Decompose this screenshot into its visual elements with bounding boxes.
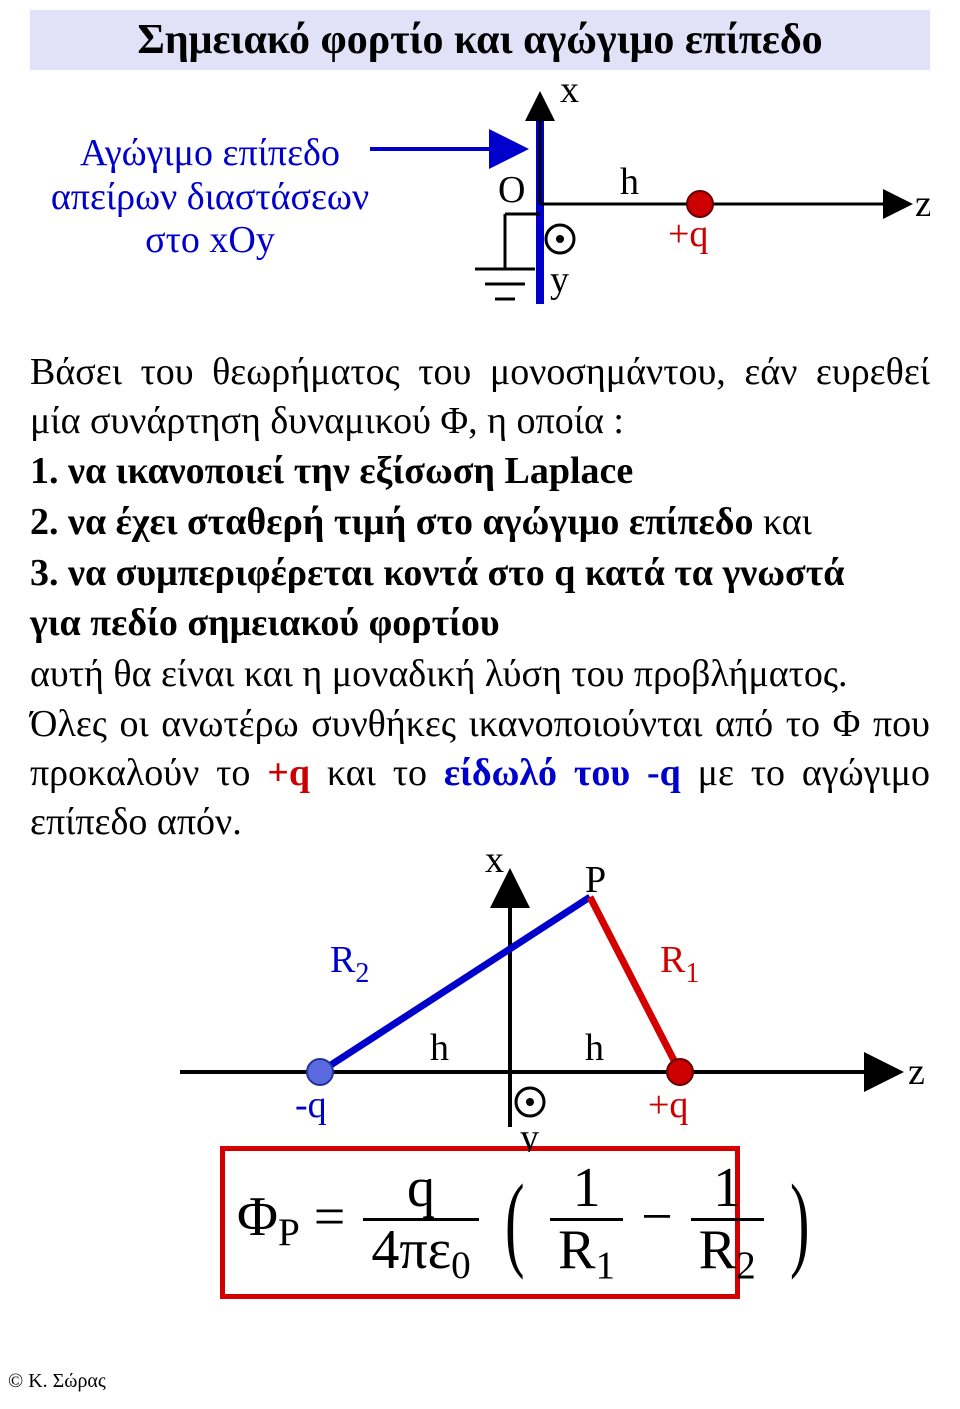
frac1-den-sub: 0 bbox=[451, 1244, 471, 1287]
frac-1-R2: 1 R2 bbox=[691, 1159, 764, 1286]
frac1-den-a: 4πε bbox=[371, 1219, 451, 1281]
frac-q-4pe0: q 4πε0 bbox=[363, 1159, 478, 1286]
fig1-z-label: z bbox=[915, 183, 930, 225]
figure-1-svg: x z O y h +q bbox=[30, 74, 930, 344]
item-3b: για πεδίο σημειακού φορτίου bbox=[30, 599, 930, 648]
rparen: ) bbox=[790, 1175, 809, 1271]
frac3-den-sub: 2 bbox=[736, 1244, 756, 1287]
frac3-den: R2 bbox=[691, 1221, 764, 1286]
item-3a: 3. να συμπεριφέρεται κοντά στο q κατά τα… bbox=[30, 549, 930, 598]
fig2-h-right: h bbox=[585, 1027, 604, 1069]
fig1-q-label: +q bbox=[668, 213, 708, 255]
figure-2-svg: x z P R2 R1 h h y -q +q bbox=[30, 842, 930, 1152]
frac2-num: 1 bbox=[550, 1159, 623, 1221]
para2-q: +q bbox=[267, 752, 310, 794]
fig2-z-label: z bbox=[908, 1051, 925, 1093]
fig2-R2-label: R2 bbox=[330, 939, 369, 989]
equals: = bbox=[314, 1186, 360, 1248]
figure-1: Αγώγιμο επίπεδο απείρων διαστάσεων στο x… bbox=[30, 74, 930, 344]
fig2-minus-q: -q bbox=[295, 1084, 327, 1126]
page-title: Σημειακό φορτίο και αγώγιμο επίπεδο bbox=[30, 10, 930, 70]
item-1: 1. να ικανοποιεί την εξίσωση Laplace bbox=[30, 450, 633, 492]
page: Σημειακό φορτίο και αγώγιμο επίπεδο Αγώγ… bbox=[0, 0, 960, 1409]
formula-box: ΦP = q 4πε0 ( 1 R1 − 1 R2 bbox=[220, 1146, 740, 1299]
item-2a: 2. να έχει σταθερή τιμή στο αγώγιμο επίπ… bbox=[30, 501, 753, 543]
fig1-O-label: O bbox=[498, 169, 525, 211]
frac2-den: R1 bbox=[550, 1221, 623, 1286]
frac3-den-a: R bbox=[699, 1219, 736, 1281]
fig2-y-label: y bbox=[520, 1117, 539, 1152]
frac2-den-a: R bbox=[558, 1219, 595, 1281]
fig1-y-label: y bbox=[550, 259, 569, 301]
fig1-h-label: h bbox=[620, 161, 639, 203]
frac-1-R1: 1 R1 bbox=[550, 1159, 623, 1286]
copyright: © Κ. Σώρας bbox=[8, 1370, 106, 1393]
para-2: Όλες οι ανωτέρω συνθήκες ικανοποιούνται … bbox=[30, 700, 930, 846]
fig2-R1-label: R1 bbox=[660, 939, 699, 989]
lparen: ( bbox=[505, 1175, 524, 1271]
body-text: Βάσει του θεωρήματος του μονοσημάντου, ε… bbox=[30, 348, 930, 846]
fig2-x-label: x bbox=[485, 842, 504, 881]
intro-line: Βάσει του θεωρήματος του μονοσημάντου, ε… bbox=[30, 348, 930, 445]
formula-wrap: ΦP = q 4πε0 ( 1 R1 − 1 R2 bbox=[30, 1146, 930, 1299]
frac1-num: q bbox=[363, 1159, 478, 1221]
frac1-den: 4πε0 bbox=[363, 1221, 478, 1286]
unique-line: αυτή θα είναι και η μοναδική λύση του πρ… bbox=[30, 650, 930, 699]
item-2b: και bbox=[753, 501, 811, 543]
frac3-num: 1 bbox=[691, 1159, 764, 1221]
frac2-den-sub: 1 bbox=[596, 1244, 616, 1287]
fig2-plus-q: +q bbox=[648, 1084, 688, 1126]
fig2-h-left: h bbox=[430, 1027, 449, 1069]
phi-sub: P bbox=[278, 1211, 300, 1254]
para2-mid: και το bbox=[310, 752, 444, 794]
fig2-P-label: P bbox=[585, 859, 606, 901]
phi: Φ bbox=[237, 1186, 278, 1248]
figure-2: x z P R2 R1 h h y -q +q bbox=[30, 842, 930, 1152]
para2-image: είδωλό του -q bbox=[444, 752, 681, 794]
minus: − bbox=[641, 1186, 687, 1248]
fig1-x-label: x bbox=[560, 74, 579, 111]
